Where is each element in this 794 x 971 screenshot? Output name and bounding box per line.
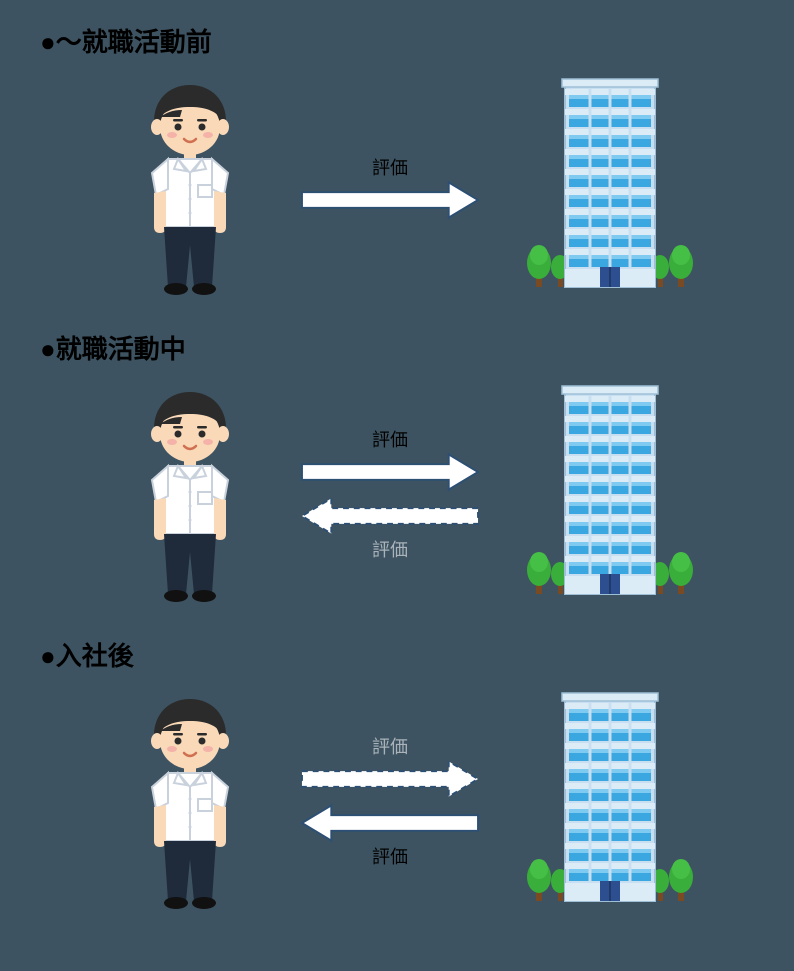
building-icon (520, 384, 700, 604)
row-during: 評価 評価 (0, 374, 794, 614)
row-after: 評価 評価 (0, 681, 794, 921)
row-before: 評価 (0, 67, 794, 307)
section-during: ●就職活動中 評価 評価 (0, 307, 794, 614)
person-icon (120, 77, 260, 297)
arrow-left-solid: 評価 (300, 803, 480, 869)
arrow-right-dashed: 評価 (300, 733, 480, 799)
arrow-label: 評価 (372, 733, 408, 759)
section-before: ●～就職活動前 評価 (0, 0, 794, 307)
arrows-after: 評価 評価 (280, 733, 500, 869)
bullet: ● (40, 27, 56, 57)
building-icon (520, 691, 700, 911)
person-icon (120, 384, 260, 604)
arrow-icon (300, 452, 480, 492)
arrows-before: 評価 (280, 154, 500, 220)
heading-text: 入社後 (56, 641, 134, 671)
arrow-icon (300, 180, 480, 220)
arrow-icon (300, 496, 480, 536)
arrow-label: 評価 (372, 426, 408, 452)
arrow-icon (300, 803, 480, 843)
arrow-label: 評価 (372, 536, 408, 562)
heading-before: ●～就職活動前 (0, 0, 794, 67)
heading-after: ●入社後 (0, 614, 794, 681)
arrow-left-dashed: 評価 (300, 496, 480, 562)
arrow-right-solid: 評価 (300, 154, 480, 220)
arrow-label: 評価 (372, 843, 408, 869)
arrow-right-solid: 評価 (300, 426, 480, 492)
heading-text: ～就職活動前 (56, 27, 212, 57)
bullet: ● (40, 334, 56, 364)
arrow-icon (300, 759, 480, 799)
heading-text: 就職活動中 (56, 334, 186, 364)
section-after: ●入社後 評価 評価 (0, 614, 794, 921)
heading-during: ●就職活動中 (0, 307, 794, 374)
arrows-during: 評価 評価 (280, 426, 500, 562)
person-icon (120, 691, 260, 911)
building-icon (520, 77, 700, 297)
arrow-label: 評価 (372, 154, 408, 180)
bullet: ● (40, 641, 56, 671)
